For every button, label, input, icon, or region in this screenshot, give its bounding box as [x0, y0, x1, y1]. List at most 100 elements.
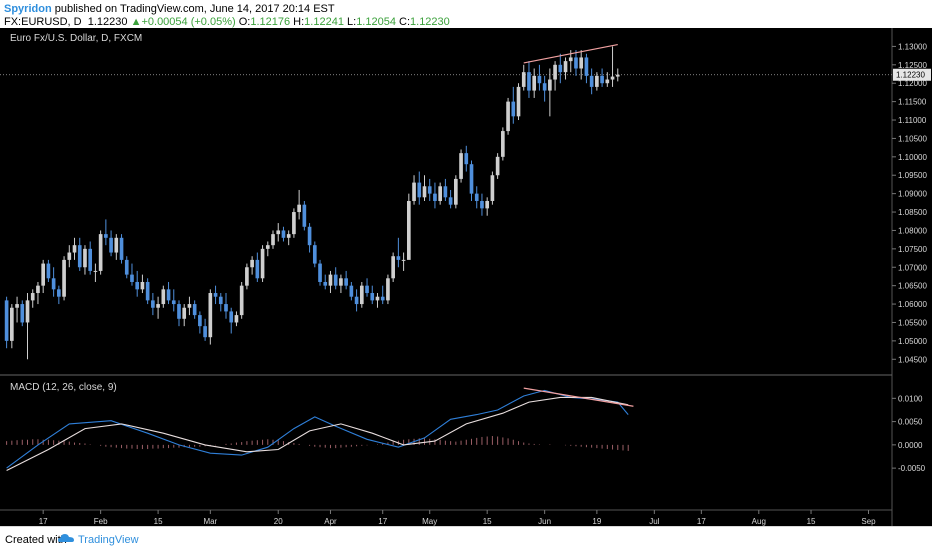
candle-body: [30, 293, 35, 301]
price-trendline: [523, 43, 618, 64]
macd-title: MACD (12, 26, close, 9): [10, 382, 117, 393]
chart-canvas[interactable]: 1.04500 1.05000 1.05500 1.06000 1.06500 1.070…: [0, 28, 932, 526]
candle-body: [145, 281, 150, 301]
candle-body: [192, 304, 197, 316]
candle-body: [213, 293, 218, 297]
price-tick-label: 1.11000: [898, 116, 927, 125]
time-tick-label: 17: [697, 517, 706, 526]
macd-line: [6, 389, 629, 469]
candle-body: [114, 237, 119, 253]
candle-body: [459, 153, 463, 179]
candle-body: [495, 156, 500, 176]
candle-body: [4, 300, 9, 341]
candle-body: [260, 248, 265, 279]
last-price-tag: [893, 68, 931, 81]
price-axis[interactable]: 1.04500 1.05000 1.05500 1.06000 1.06500 1.070…: [892, 42, 931, 473]
last-price-label: 1.12230: [896, 71, 925, 80]
candle-body: [568, 57, 573, 62]
candle-body: [615, 74, 620, 77]
candle-body: [156, 304, 160, 308]
candle-body: [401, 259, 406, 261]
price-tick-label: 1.07000: [898, 263, 927, 272]
close-value: 1.12230: [410, 16, 450, 28]
grid: [0, 28, 893, 526]
candle-body: [245, 267, 249, 286]
candle-body: [344, 278, 348, 286]
candle-body: [333, 274, 338, 286]
candle-body: [323, 281, 328, 286]
candle-body: [15, 304, 19, 308]
candle-body: [36, 285, 40, 294]
candle-body: [448, 197, 453, 205]
time-tick-label: Aug: [752, 517, 766, 526]
candle-body: [380, 296, 385, 301]
candle-body: [438, 186, 442, 201]
candle-body: [548, 79, 552, 91]
candle-body: [77, 245, 82, 268]
price-tick-label: 1.10000: [898, 153, 927, 162]
tradingview-link[interactable]: TradingView: [78, 534, 139, 546]
candle-body: [255, 259, 260, 279]
time-tick-label: 17: [378, 517, 387, 526]
candle-body: [312, 245, 317, 264]
candle-body: [318, 263, 322, 282]
created-with-text: Created with: [5, 534, 67, 546]
low-value: 1.12054: [356, 16, 396, 28]
candle-body: [469, 164, 474, 194]
signal-line: [6, 396, 629, 471]
candle-body: [516, 86, 521, 117]
candle-body: [135, 281, 140, 290]
candle-body: [208, 293, 213, 338]
time-tick-label: Mar: [203, 517, 217, 526]
candle-body: [553, 64, 557, 80]
candle-body: [370, 293, 375, 301]
candle-body: [98, 234, 103, 271]
candle-body: [391, 256, 395, 279]
candle-body: [521, 72, 526, 87]
macd-tick-label: 0.0000: [898, 441, 923, 450]
candle-body: [417, 182, 422, 198]
macd-tick-label: 0.0100: [898, 394, 923, 403]
time-axis[interactable]: 17 Feb 15 Mar 20 Apr 17 May 15 Jun 19 Jul 17 Aug 15 Sep: [39, 510, 876, 526]
time-tick-label: May: [422, 517, 437, 526]
price-tick-label: 1.06500: [898, 282, 927, 291]
candle-body: [72, 245, 77, 253]
macd-trendline: [523, 387, 634, 407]
candle-body: [501, 131, 505, 157]
candle-body: [595, 75, 599, 87]
candle-body: [412, 182, 416, 201]
chart-background: [0, 28, 932, 526]
price-tick-label: 1.06000: [898, 300, 927, 309]
candle-body: [579, 57, 584, 69]
candle-body: [480, 201, 484, 209]
time-tick-label: Feb: [94, 517, 108, 526]
time-tick-label: 15: [483, 517, 492, 526]
close-label: C:: [399, 16, 411, 28]
candle-body: [563, 61, 568, 73]
candle-body: [250, 259, 254, 268]
candle-body: [605, 79, 610, 84]
candle-body: [119, 237, 124, 260]
candle-body: [166, 289, 171, 301]
author-name[interactable]: Spyridon: [4, 3, 52, 15]
candle-body: [224, 304, 228, 312]
candle-body: [396, 256, 401, 260]
candle-body: [302, 204, 307, 227]
symbol-line: FX:EURUSD, D 1.12230 ▲+0.00054 (+0.05%) …: [4, 16, 450, 28]
time-tick-label: 15: [807, 517, 816, 526]
candle-body: [140, 281, 145, 290]
tradingview-cloud-icon: [58, 534, 74, 542]
candle-body: [10, 307, 14, 341]
candle-body: [182, 307, 187, 319]
candle-body: [542, 83, 547, 91]
price-tick-label: 1.08500: [898, 208, 927, 217]
candle-body: [589, 75, 594, 87]
candle-body: [281, 230, 286, 238]
candle-body: [20, 304, 25, 323]
candle-body: [433, 193, 437, 201]
candle-body: [464, 153, 469, 165]
candle-body: [218, 296, 223, 305]
candle-body: [171, 300, 176, 305]
candle-body: [124, 259, 129, 275]
candle-body: [265, 245, 270, 249]
